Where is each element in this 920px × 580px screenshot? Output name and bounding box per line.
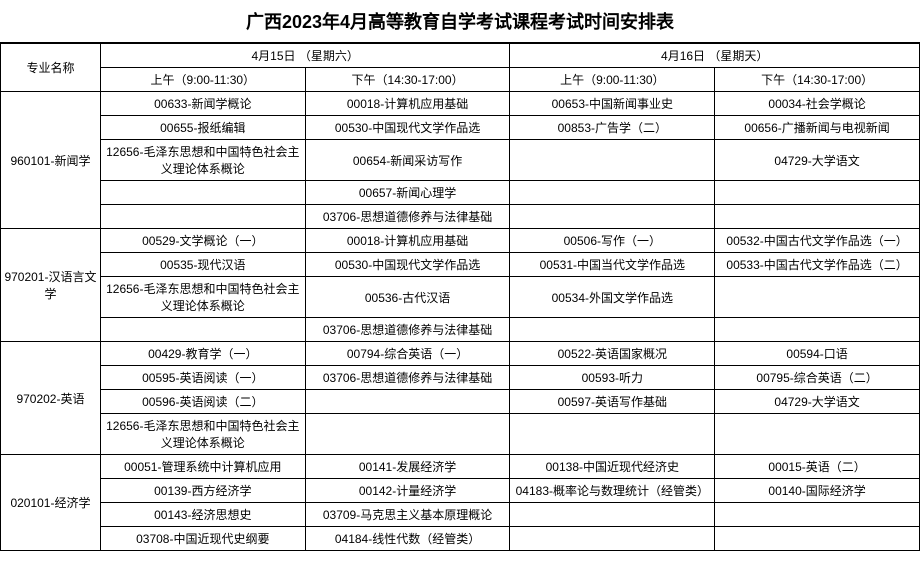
table-row: 00657-新闻心理学: [1, 181, 920, 205]
table-row: 020101-经济学00051-管理系统中计算机应用00141-发展经济学001…: [1, 455, 920, 479]
table-row: 12656-毛泽东思想和中国特色社会主义理论体系概论00536-古代汉语0053…: [1, 277, 920, 318]
course-cell: 00142-计量经济学: [305, 479, 510, 503]
course-cell: 03706-思想道德修养与法律基础: [305, 366, 510, 390]
course-cell: 00018-计算机应用基础: [305, 229, 510, 253]
course-cell: 00594-口语: [715, 342, 920, 366]
course-cell: 00655-报纸编辑: [100, 116, 305, 140]
course-cell: 00532-中国古代文学作品选（一）: [715, 229, 920, 253]
course-cell: 00139-西方经济学: [100, 479, 305, 503]
schedule-table: 专业名称 4月15日 （星期六） 4月16日 （星期天） 上午（9:00-11:…: [0, 43, 920, 551]
course-cell: 00653-中国新闻事业史: [510, 92, 715, 116]
course-cell: [305, 414, 510, 455]
header-d1-afternoon: 下午（14:30-17:00）: [305, 68, 510, 92]
course-cell: [510, 414, 715, 455]
course-cell: 00656-广播新闻与电视新闻: [715, 116, 920, 140]
course-cell: 03706-思想道德修养与法律基础: [305, 205, 510, 229]
course-cell: [510, 527, 715, 551]
course-cell: 00531-中国当代文学作品选: [510, 253, 715, 277]
course-cell: 00654-新闻采访写作: [305, 140, 510, 181]
table-row: 12656-毛泽东思想和中国特色社会主义理论体系概论: [1, 414, 920, 455]
course-cell: 03706-思想道德修养与法律基础: [305, 318, 510, 342]
course-cell: 03708-中国近现代史纲要: [100, 527, 305, 551]
course-cell: [100, 318, 305, 342]
course-cell: 04729-大学语文: [715, 390, 920, 414]
course-cell: 00593-听力: [510, 366, 715, 390]
header-day1: 4月15日 （星期六）: [100, 44, 510, 68]
course-cell: 00633-新闻学概论: [100, 92, 305, 116]
table-row: 00535-现代汉语00530-中国现代文学作品选00531-中国当代文学作品选…: [1, 253, 920, 277]
table-row: 00139-西方经济学00142-计量经济学04183-概率论与数理统计（经管类…: [1, 479, 920, 503]
table-row: 00595-英语阅读（一）03706-思想道德修养与法律基础00593-听力00…: [1, 366, 920, 390]
course-cell: 00141-发展经济学: [305, 455, 510, 479]
major-name-cell: 970202-英语: [1, 342, 101, 455]
table-row: 03708-中国近现代史纲要04184-线性代数（经管类）: [1, 527, 920, 551]
course-cell: 00795-综合英语（二）: [715, 366, 920, 390]
table-row: 00596-英语阅读（二） 00597-英语写作基础04729-大学语文: [1, 390, 920, 414]
course-cell: [100, 205, 305, 229]
course-cell: [715, 414, 920, 455]
table-row: 970202-英语00429-教育学（一）00794-综合英语（一）00522-…: [1, 342, 920, 366]
header-d2-afternoon: 下午（14:30-17:00）: [715, 68, 920, 92]
course-cell: 00018-计算机应用基础: [305, 92, 510, 116]
course-cell: 12656-毛泽东思想和中国特色社会主义理论体系概论: [100, 140, 305, 181]
course-cell: [715, 181, 920, 205]
course-cell: 04183-概率论与数理统计（经管类）: [510, 479, 715, 503]
course-cell: [715, 277, 920, 318]
course-cell: 00138-中国近现代经济史: [510, 455, 715, 479]
course-cell: 00534-外国文学作品选: [510, 277, 715, 318]
course-cell: [510, 318, 715, 342]
course-cell: 00536-古代汉语: [305, 277, 510, 318]
course-cell: 00794-综合英语（一）: [305, 342, 510, 366]
major-name-cell: 960101-新闻学: [1, 92, 101, 229]
course-cell: 00015-英语（二）: [715, 455, 920, 479]
course-cell: 00522-英语国家概况: [510, 342, 715, 366]
table-row: 00143-经济思想史03709-马克思主义基本原理概论: [1, 503, 920, 527]
major-name-cell: 970201-汉语言文学: [1, 229, 101, 342]
course-cell: [510, 181, 715, 205]
header-d1-morning: 上午（9:00-11:30）: [100, 68, 305, 92]
course-cell: [305, 390, 510, 414]
table-row: 03706-思想道德修养与法律基础: [1, 205, 920, 229]
course-cell: 00596-英语阅读（二）: [100, 390, 305, 414]
course-cell: [715, 205, 920, 229]
course-cell: 00506-写作（一）: [510, 229, 715, 253]
page-title: 广西2023年4月高等教育自学考试课程考试时间安排表: [0, 0, 920, 43]
course-cell: 00529-文学概论（一）: [100, 229, 305, 253]
header-d2-morning: 上午（9:00-11:30）: [510, 68, 715, 92]
table-row: 970201-汉语言文学00529-文学概论（一）00018-计算机应用基础00…: [1, 229, 920, 253]
course-cell: 00597-英语写作基础: [510, 390, 715, 414]
course-cell: 04729-大学语文: [715, 140, 920, 181]
course-cell: 00530-中国现代文学作品选: [305, 116, 510, 140]
table-row: 960101-新闻学00633-新闻学概论00018-计算机应用基础00653-…: [1, 92, 920, 116]
course-cell: [510, 140, 715, 181]
table-row: 03706-思想道德修养与法律基础: [1, 318, 920, 342]
course-cell: [715, 527, 920, 551]
course-cell: [510, 205, 715, 229]
course-cell: 12656-毛泽东思想和中国特色社会主义理论体系概论: [100, 277, 305, 318]
course-cell: 04184-线性代数（经管类）: [305, 527, 510, 551]
course-cell: 00530-中国现代文学作品选: [305, 253, 510, 277]
table-row: 00655-报纸编辑00530-中国现代文学作品选00853-广告学（二）006…: [1, 116, 920, 140]
course-cell: 00140-国际经济学: [715, 479, 920, 503]
course-cell: 00853-广告学（二）: [510, 116, 715, 140]
course-cell: 00143-经济思想史: [100, 503, 305, 527]
course-cell: [510, 503, 715, 527]
course-cell: [715, 503, 920, 527]
course-cell: 00429-教育学（一）: [100, 342, 305, 366]
course-cell: 00657-新闻心理学: [305, 181, 510, 205]
course-cell: 00535-现代汉语: [100, 253, 305, 277]
major-name-cell: 020101-经济学: [1, 455, 101, 551]
course-cell: 03709-马克思主义基本原理概论: [305, 503, 510, 527]
course-cell: 00533-中国古代文学作品选（二）: [715, 253, 920, 277]
header-day2: 4月16日 （星期天）: [510, 44, 920, 68]
header-major: 专业名称: [1, 44, 101, 92]
course-cell: 12656-毛泽东思想和中国特色社会主义理论体系概论: [100, 414, 305, 455]
course-cell: 00034-社会学概论: [715, 92, 920, 116]
course-cell: [715, 318, 920, 342]
course-cell: 00051-管理系统中计算机应用: [100, 455, 305, 479]
table-row: 12656-毛泽东思想和中国特色社会主义理论体系概论00654-新闻采访写作 04…: [1, 140, 920, 181]
course-cell: 00595-英语阅读（一）: [100, 366, 305, 390]
course-cell: [100, 181, 305, 205]
